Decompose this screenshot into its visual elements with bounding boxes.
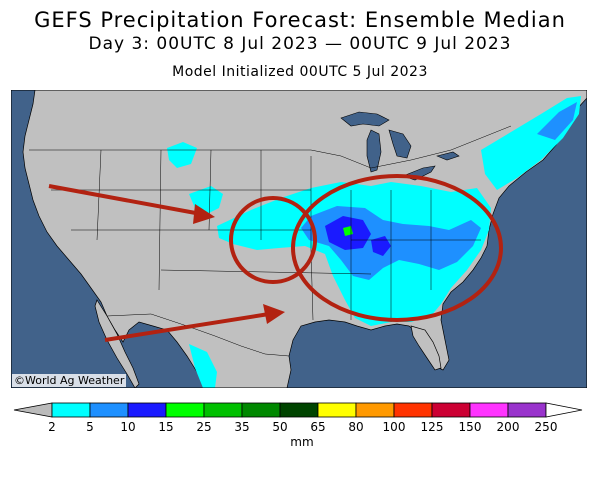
precip-10-15mm-2 [371, 236, 391, 256]
legend-tick-label: 10 [120, 420, 135, 434]
annotation-circle-plains [229, 196, 317, 284]
forecast-period: Day 3: 00UTC 8 Jul 2023 — 00UTC 9 Jul 20… [88, 34, 512, 54]
legend-tick-label: 25 [196, 420, 211, 434]
annotation-arrow-west [48, 184, 202, 216]
legend-swatch [51, 402, 91, 418]
precip-2-5mm-mexico [189, 344, 217, 388]
legend-tick-label: 125 [421, 420, 444, 434]
us-canada-border [29, 125, 512, 169]
precip-2-5mm-north [167, 142, 197, 168]
legend-swatches [13, 402, 583, 418]
legend-swatch [355, 402, 395, 418]
legend-swatch [469, 402, 509, 418]
legend-tick-label: 2 [48, 420, 56, 434]
legend-tick-label: 150 [459, 420, 482, 434]
legend-tick-label: 250 [535, 420, 558, 434]
legend-above-arrow [545, 402, 583, 418]
map-title: GEFS Precipitation Forecast: Ensemble Me… [34, 8, 566, 32]
legend-swatch [431, 402, 471, 418]
legend-swatch [89, 402, 129, 418]
legend-swatch [507, 402, 547, 418]
annotation-circle-east [291, 174, 503, 322]
legend-swatch [241, 402, 281, 418]
border-line [160, 269, 372, 275]
border-line [310, 156, 314, 321]
legend-tick-label: 80 [348, 420, 363, 434]
lake-superior [340, 111, 390, 127]
arrowheads [193, 204, 285, 324]
legend-swatch [317, 402, 357, 418]
lake-huron [388, 129, 412, 159]
legend-tick-label: 35 [234, 420, 249, 434]
legend-tick-label: 65 [310, 420, 325, 434]
us-mexico-border [106, 313, 290, 357]
precipitation-legend: 2 5 10 15 25 35 50 65 80 100 125 150 200 250 mm [13, 402, 583, 449]
legend-swatch [393, 402, 433, 418]
legend-below-arrow [13, 402, 53, 418]
precip-15-25mm [343, 226, 353, 236]
precip-5-10mm-northeast [537, 102, 577, 140]
legend-swatch [127, 402, 167, 418]
lake-michigan [366, 129, 382, 173]
legend-tick-label: 100 [383, 420, 406, 434]
border-line [158, 149, 162, 291]
legend-ticks: 2 5 10 15 25 35 50 65 80 100 125 150 200 250 [48, 420, 557, 434]
legend-tick-label: 5 [86, 420, 94, 434]
credit-label: ©World Ag Weather [12, 374, 127, 387]
model-init-time: Model Initialized 00UTC 5 Jul 2023 [172, 64, 428, 80]
legend-swatch [165, 402, 205, 418]
legend-tick-label: 200 [497, 420, 520, 434]
legend-unit: mm [290, 435, 313, 449]
arrowhead-west [193, 204, 215, 224]
legend-tick-label: 50 [272, 420, 287, 434]
legend-swatch [203, 402, 243, 418]
annotation-overlay [48, 174, 503, 342]
legend-tick-label: 15 [158, 420, 173, 434]
baja-peninsula [94, 299, 140, 388]
annotation-arrow-south [104, 312, 270, 342]
florida [410, 325, 442, 371]
arrowhead-south [263, 304, 285, 324]
political-borders [29, 125, 512, 357]
legend-swatch [279, 402, 319, 418]
precipitation-map [11, 90, 587, 388]
lake-ontario [436, 151, 460, 161]
